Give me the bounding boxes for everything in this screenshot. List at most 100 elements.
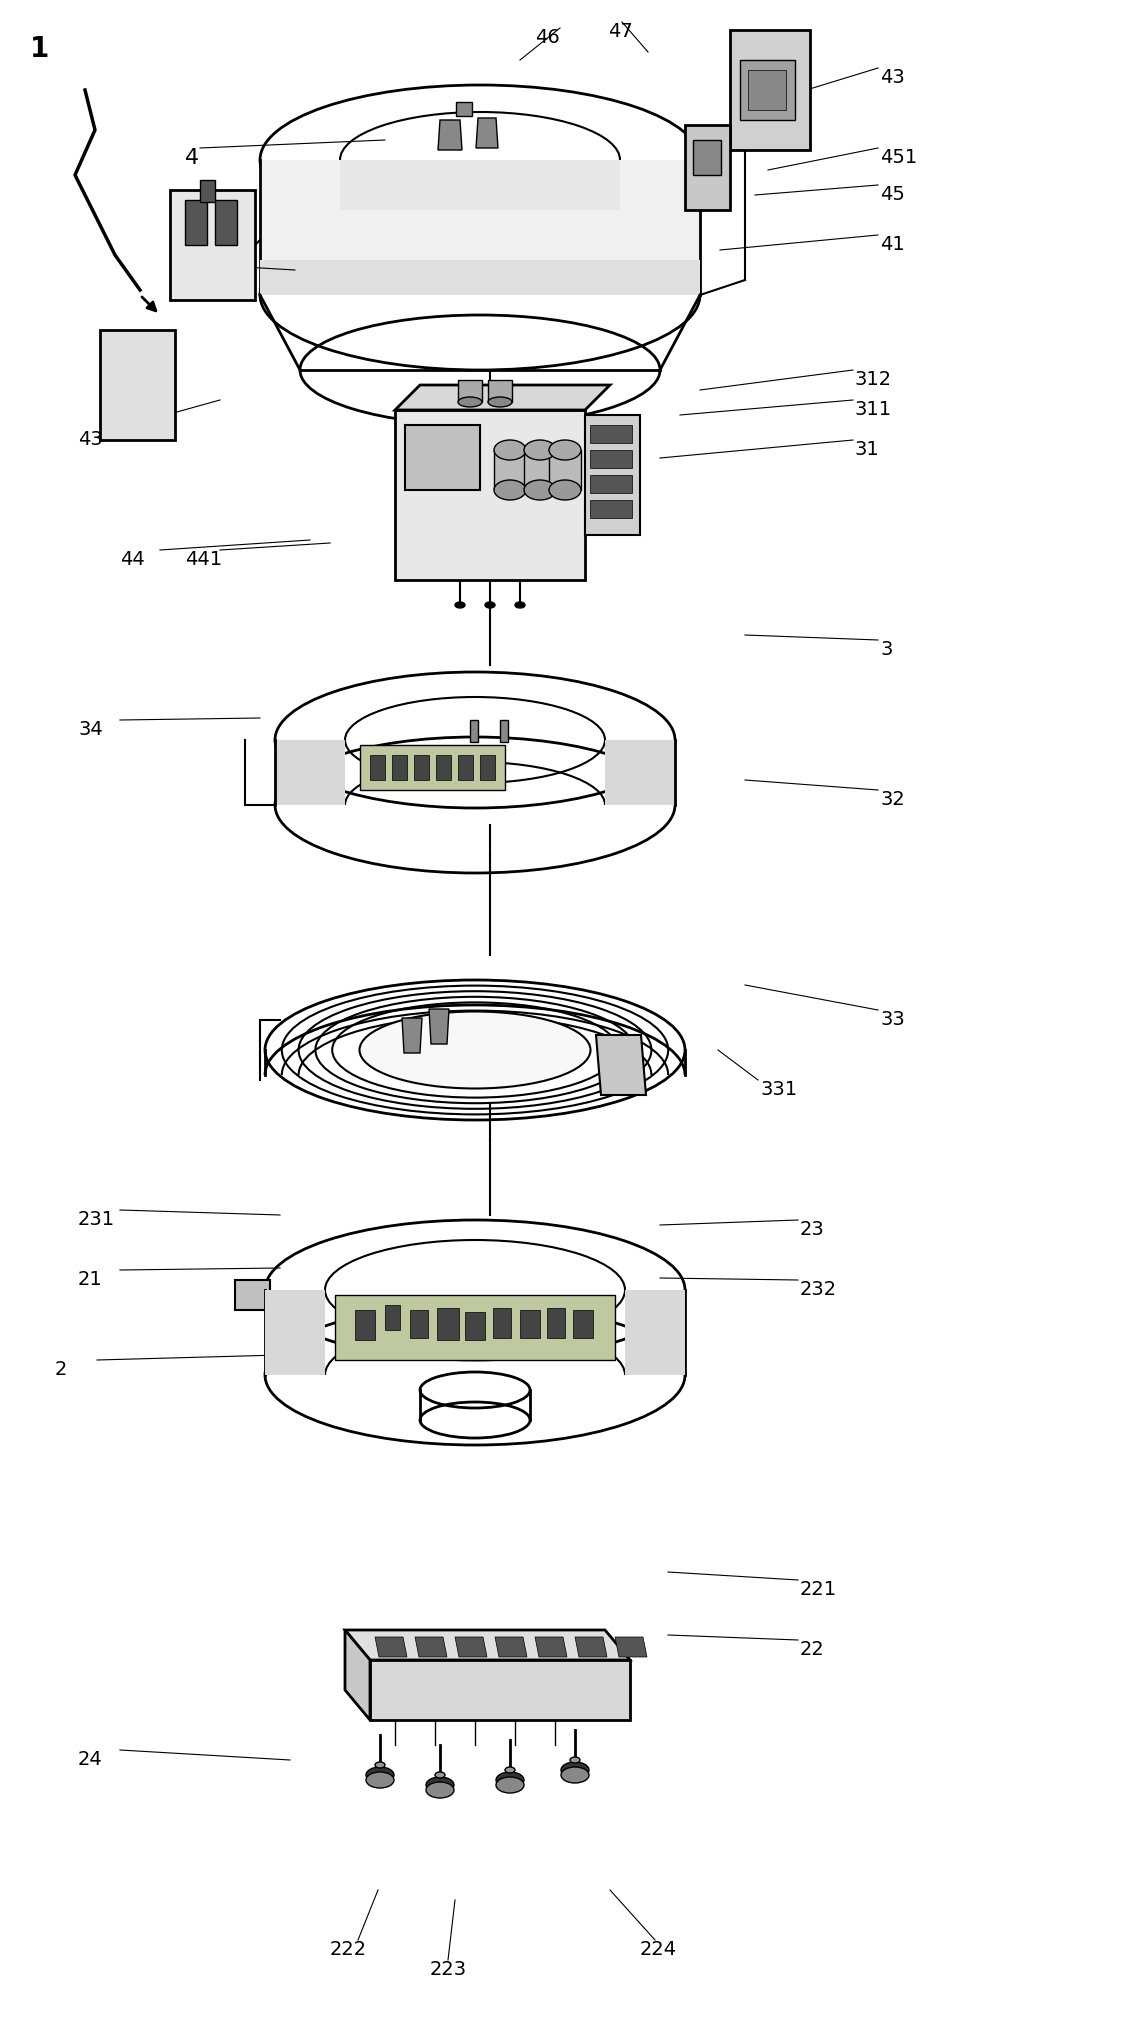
Bar (370, 754, 385, 781)
Polygon shape (375, 1637, 407, 1657)
Text: 331: 331 (760, 1080, 798, 1098)
Text: 24: 24 (78, 1751, 103, 1769)
Polygon shape (605, 740, 675, 805)
Bar (392, 754, 407, 781)
Text: 45: 45 (880, 185, 905, 204)
Polygon shape (370, 1661, 630, 1720)
Bar (201, 179, 215, 202)
Text: 451: 451 (880, 149, 918, 167)
Bar (414, 754, 429, 781)
Text: 47: 47 (608, 22, 632, 41)
Bar (436, 754, 451, 781)
Text: 232: 232 (800, 1280, 837, 1298)
Bar (740, 59, 795, 120)
Bar (590, 475, 632, 493)
Polygon shape (625, 1290, 685, 1376)
Ellipse shape (561, 1767, 589, 1783)
Ellipse shape (366, 1767, 394, 1783)
Bar (215, 200, 237, 245)
Bar (685, 124, 730, 210)
Bar (590, 426, 632, 442)
Polygon shape (346, 1630, 370, 1720)
Ellipse shape (359, 1011, 590, 1088)
Polygon shape (259, 261, 700, 296)
Text: 231: 231 (78, 1211, 116, 1229)
Text: 41: 41 (880, 234, 905, 255)
Ellipse shape (375, 1763, 385, 1769)
Polygon shape (596, 1035, 646, 1094)
Text: 441: 441 (185, 550, 222, 569)
Ellipse shape (496, 1777, 523, 1793)
Bar (385, 1304, 400, 1331)
Text: 21: 21 (78, 1270, 103, 1288)
Bar (355, 1310, 375, 1341)
Text: 34: 34 (78, 719, 103, 740)
Bar (488, 379, 512, 401)
Bar (185, 200, 207, 245)
Bar (480, 754, 495, 781)
Ellipse shape (426, 1777, 454, 1793)
Bar (520, 1310, 540, 1339)
Text: 31: 31 (855, 440, 879, 459)
Text: 43: 43 (78, 430, 103, 448)
Polygon shape (265, 1290, 325, 1376)
Bar (410, 1310, 428, 1339)
Text: 4: 4 (185, 149, 199, 167)
Polygon shape (346, 1630, 630, 1661)
Polygon shape (730, 31, 810, 151)
Text: 1: 1 (29, 35, 49, 63)
Polygon shape (170, 190, 255, 300)
Polygon shape (455, 1637, 487, 1657)
Text: 223: 223 (431, 1961, 467, 1979)
Bar (465, 1312, 485, 1341)
Ellipse shape (505, 1767, 516, 1773)
Bar (523, 450, 556, 489)
Text: 23: 23 (800, 1221, 825, 1239)
Ellipse shape (523, 481, 556, 499)
Text: 311: 311 (855, 399, 892, 420)
Polygon shape (402, 1019, 421, 1054)
Bar (550, 450, 581, 489)
Text: 222: 222 (330, 1940, 367, 1959)
Bar (573, 1310, 593, 1339)
Bar (547, 1308, 565, 1339)
Bar (395, 410, 585, 581)
Polygon shape (495, 1637, 527, 1657)
Bar (748, 69, 786, 110)
Polygon shape (438, 120, 462, 151)
Bar (458, 754, 472, 781)
Bar (500, 719, 508, 742)
Ellipse shape (426, 1781, 454, 1798)
Ellipse shape (561, 1763, 589, 1777)
Bar (585, 416, 640, 536)
Ellipse shape (516, 601, 525, 607)
Ellipse shape (496, 1771, 523, 1787)
Polygon shape (455, 102, 472, 116)
Text: 33: 33 (880, 1011, 905, 1029)
Text: 2: 2 (56, 1359, 67, 1380)
Text: 224: 224 (640, 1940, 678, 1959)
Polygon shape (576, 1637, 607, 1657)
Bar (494, 450, 526, 489)
Bar (235, 1280, 270, 1310)
Text: 312: 312 (855, 371, 892, 389)
Ellipse shape (550, 481, 581, 499)
Text: 43: 43 (880, 67, 905, 88)
Polygon shape (395, 385, 610, 410)
Polygon shape (535, 1637, 566, 1657)
Ellipse shape (570, 1757, 580, 1763)
Text: 3: 3 (880, 640, 893, 658)
Ellipse shape (455, 601, 465, 607)
Bar (458, 379, 482, 401)
Text: 44: 44 (120, 550, 145, 569)
Ellipse shape (366, 1771, 394, 1787)
Polygon shape (429, 1009, 449, 1043)
Bar (360, 746, 505, 791)
Bar (493, 1308, 511, 1339)
Text: 42: 42 (174, 265, 199, 283)
Polygon shape (275, 740, 346, 805)
Ellipse shape (458, 397, 482, 408)
Ellipse shape (488, 397, 512, 408)
Ellipse shape (494, 440, 526, 461)
Ellipse shape (523, 440, 556, 461)
